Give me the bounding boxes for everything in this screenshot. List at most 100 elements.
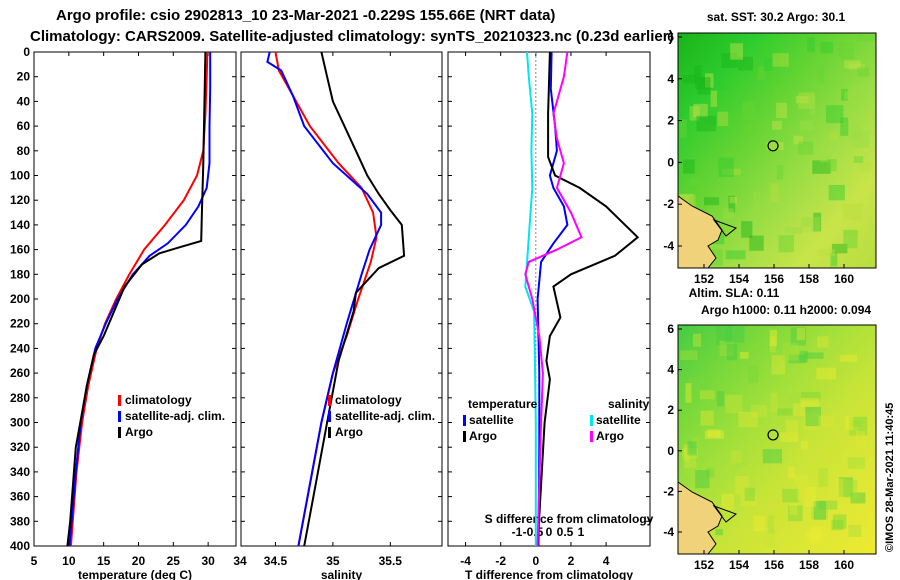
y-tick-label: 160 <box>10 243 30 257</box>
map-texture <box>804 352 824 359</box>
y-tick-label: 200 <box>10 292 30 306</box>
map-texture <box>817 65 825 84</box>
s-diff-tick-label: 1 <box>578 525 585 539</box>
map-texture <box>789 503 798 515</box>
legend-swatch <box>118 395 121 406</box>
sla-map-title-2: Argo h1000: 0.11 h2000: 0.094 <box>701 303 871 317</box>
map-texture <box>692 436 700 447</box>
map-texture <box>741 101 756 120</box>
x-tick-label: 30 <box>201 554 215 568</box>
map-texture <box>812 160 831 174</box>
map-texture <box>840 117 849 136</box>
salinity-panel: 34.5 35 35.5 salinity climatology satellite-a… <box>240 51 443 580</box>
map-texture <box>816 367 837 380</box>
map-texture <box>766 142 784 151</box>
map-texture <box>719 340 734 357</box>
map-texture <box>859 161 871 172</box>
y-tick-label: 100 <box>10 169 30 183</box>
map-texture <box>853 156 864 163</box>
map-texture <box>825 105 844 124</box>
map-texture <box>782 342 799 361</box>
map-texture <box>857 34 876 42</box>
s-diff-axis-label: S difference from climatology <box>485 512 654 526</box>
x-tick-label: 35 <box>326 554 340 568</box>
y-tick-label: 80 <box>17 144 31 158</box>
y-tick-label: 400 <box>10 539 30 553</box>
legend-title-salinity: salinity <box>608 397 650 411</box>
map-texture <box>809 94 816 115</box>
map-texture <box>692 333 702 347</box>
map-y-tick-label: 2 <box>667 403 674 417</box>
map-y-tick-label: 4 <box>667 72 674 86</box>
map-texture <box>792 78 803 85</box>
x-tick-label: -2 <box>495 554 506 568</box>
x-tick-label: 4 <box>603 554 610 568</box>
y-tick-label: 220 <box>10 317 30 331</box>
map-texture <box>810 526 823 545</box>
map-texture <box>800 217 821 233</box>
map-x-tick-label: 160 <box>834 558 854 572</box>
x-tick-label: 10 <box>62 554 76 568</box>
map-texture <box>828 131 839 141</box>
map-texture <box>683 74 697 84</box>
map-texture <box>700 410 714 426</box>
map-texture <box>744 487 755 501</box>
legend-swatch <box>328 427 331 438</box>
map-x-tick-label: 158 <box>799 272 819 286</box>
series-line-argo <box>66 51 207 547</box>
map-texture <box>831 519 844 531</box>
map-texture <box>796 327 805 341</box>
map-texture <box>843 480 858 498</box>
map-texture <box>780 432 799 443</box>
legend-label: Argo <box>596 429 624 443</box>
series-line-t-argo <box>536 51 640 547</box>
map-texture <box>855 181 871 190</box>
map-texture <box>762 449 783 464</box>
map-x-tick-label: 152 <box>694 272 714 286</box>
map-texture <box>742 124 759 140</box>
map-y-tick-label: -4 <box>663 525 674 539</box>
map-texture <box>757 66 765 81</box>
sst-map: 152 154 156 158 160 6 4 2 0 -2 -4 <box>663 30 877 286</box>
map-texture <box>750 404 768 418</box>
map-x-tick-label: 158 <box>799 558 819 572</box>
y-tick-label: 120 <box>10 193 30 207</box>
map-texture <box>728 195 736 213</box>
map-texture <box>848 416 868 436</box>
map-texture <box>804 487 816 507</box>
map-texture <box>841 88 848 101</box>
map-texture <box>844 60 861 69</box>
map-y-tick-label: 4 <box>667 363 674 377</box>
map-texture <box>704 197 720 206</box>
map-texture <box>704 73 714 88</box>
map-texture <box>705 110 718 125</box>
map-texture <box>716 391 725 407</box>
map-texture <box>765 529 776 548</box>
x-tick-label: 25 <box>167 554 181 568</box>
map-texture <box>697 77 712 95</box>
map-texture <box>735 476 749 495</box>
map-texture <box>800 398 820 407</box>
x-tick-label: 20 <box>132 554 146 568</box>
map-x-tick-label: 152 <box>694 558 714 572</box>
map-texture <box>709 81 728 91</box>
map-texture <box>793 403 805 416</box>
map-texture <box>771 355 786 375</box>
map-texture <box>738 56 753 71</box>
legend-swatch <box>118 411 121 422</box>
map-texture <box>710 90 718 107</box>
sst-map-title: sat. SST: 30.2 Argo: 30.1 <box>707 10 846 24</box>
map-texture <box>776 102 788 119</box>
map-texture <box>770 183 779 203</box>
y-tick-label: 360 <box>10 490 30 504</box>
map-texture <box>846 426 860 437</box>
map-texture <box>784 227 805 234</box>
map-texture <box>753 515 766 532</box>
temperature-panel: 0 20 40 60 80 100 120 140 160 180 200 220 240 260 280 3… <box>10 45 247 580</box>
y-tick-label: 280 <box>10 391 30 405</box>
x-tick-label: 35.5 <box>379 554 403 568</box>
map-texture <box>820 41 834 54</box>
map-texture <box>693 103 708 118</box>
map-texture <box>807 37 815 53</box>
map-texture <box>822 226 831 243</box>
